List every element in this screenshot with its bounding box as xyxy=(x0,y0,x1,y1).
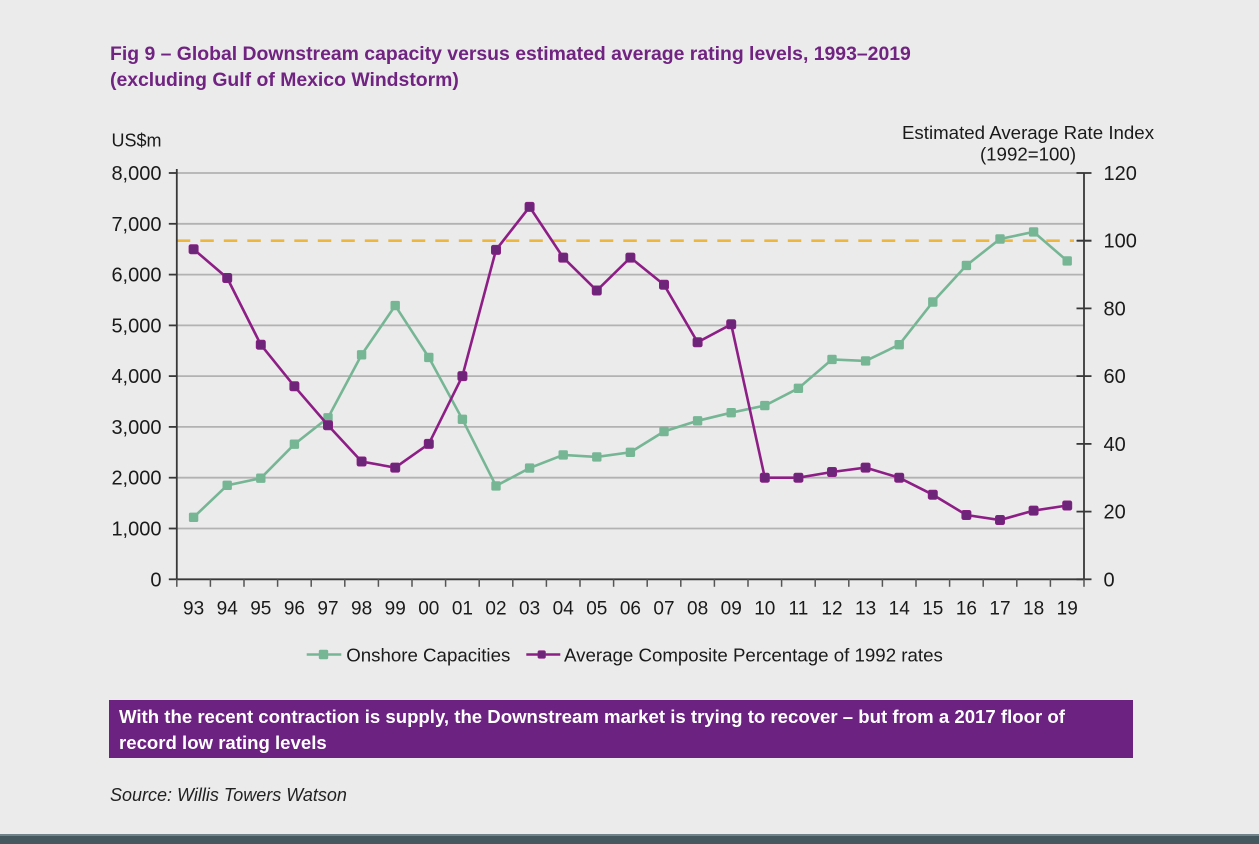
svg-text:80: 80 xyxy=(1104,298,1126,320)
svg-text:07: 07 xyxy=(653,599,674,620)
svg-text:4,000: 4,000 xyxy=(111,366,161,388)
svg-text:16: 16 xyxy=(956,599,977,620)
svg-text:06: 06 xyxy=(620,599,641,620)
svg-text:Average Composite Percentage o: Average Composite Percentage of 1992 rat… xyxy=(564,645,943,666)
svg-text:Onshore Capacities: Onshore Capacities xyxy=(346,645,510,666)
svg-text:13: 13 xyxy=(855,599,876,620)
svg-text:7,000: 7,000 xyxy=(111,214,161,236)
svg-text:0: 0 xyxy=(1104,569,1115,591)
svg-text:5,000: 5,000 xyxy=(111,315,161,337)
svg-text:1,000: 1,000 xyxy=(111,519,161,541)
svg-text:(1992=100): (1992=100) xyxy=(980,144,1076,165)
svg-text:60: 60 xyxy=(1104,366,1126,388)
svg-text:96: 96 xyxy=(284,599,305,620)
svg-text:97: 97 xyxy=(317,599,338,620)
svg-text:40: 40 xyxy=(1104,434,1126,456)
svg-text:Estimated Average Rate Index: Estimated Average Rate Index xyxy=(902,122,1155,143)
svg-text:98: 98 xyxy=(351,599,372,620)
svg-text:8,000: 8,000 xyxy=(111,163,161,185)
svg-text:0: 0 xyxy=(150,569,161,591)
svg-text:US$m: US$m xyxy=(112,130,162,150)
svg-text:10: 10 xyxy=(754,599,775,620)
svg-text:02: 02 xyxy=(485,599,506,620)
svg-text:2,000: 2,000 xyxy=(111,468,161,490)
svg-text:6,000: 6,000 xyxy=(111,265,161,287)
svg-text:04: 04 xyxy=(553,599,575,620)
svg-text:19: 19 xyxy=(1057,599,1078,620)
svg-text:08: 08 xyxy=(687,599,708,620)
svg-text:120: 120 xyxy=(1104,163,1137,185)
svg-text:93: 93 xyxy=(183,599,204,620)
svg-text:95: 95 xyxy=(250,599,271,620)
svg-text:100: 100 xyxy=(1104,231,1137,253)
svg-text:20: 20 xyxy=(1104,502,1126,524)
svg-text:11: 11 xyxy=(789,599,809,620)
svg-text:3,000: 3,000 xyxy=(111,417,161,439)
svg-text:99: 99 xyxy=(385,599,406,620)
svg-text:15: 15 xyxy=(922,599,943,620)
svg-text:03: 03 xyxy=(519,599,540,620)
svg-text:05: 05 xyxy=(586,599,607,620)
svg-text:18: 18 xyxy=(1023,599,1044,620)
svg-text:12: 12 xyxy=(821,599,842,620)
svg-text:17: 17 xyxy=(989,599,1010,620)
svg-text:09: 09 xyxy=(721,599,742,620)
svg-text:01: 01 xyxy=(452,599,473,620)
svg-text:00: 00 xyxy=(418,599,439,620)
svg-text:14: 14 xyxy=(889,599,911,620)
svg-text:94: 94 xyxy=(217,599,239,620)
